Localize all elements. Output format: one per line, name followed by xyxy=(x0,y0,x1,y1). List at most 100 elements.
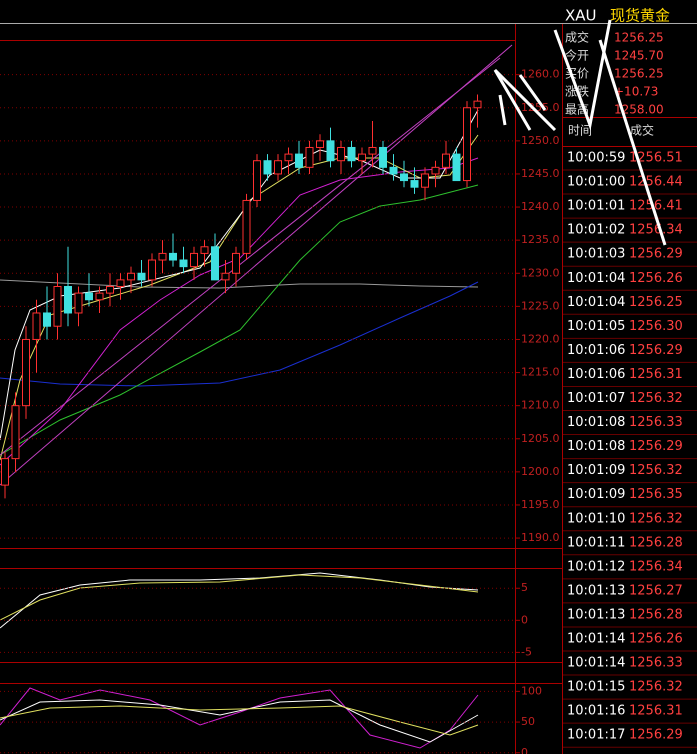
tick-time: 10:01:14 xyxy=(567,632,625,647)
candle-body xyxy=(431,166,440,175)
tick-time: 10:01:14 xyxy=(567,656,625,671)
candle-body xyxy=(473,100,482,109)
candle-body xyxy=(200,246,209,254)
tick-time: 10:01:04 xyxy=(567,271,625,286)
y-tick-label: 50 xyxy=(521,715,535,728)
candle-body xyxy=(253,160,261,201)
tick-price: 1256.26 xyxy=(629,632,683,647)
candle-body xyxy=(305,146,314,168)
candle-body xyxy=(106,286,114,294)
tick-time: 10:01:04 xyxy=(567,295,625,310)
candle-body xyxy=(85,292,93,301)
tick-price: 1256.34 xyxy=(629,559,683,574)
tick-price: 1256.29 xyxy=(629,439,683,454)
candle-body xyxy=(116,279,125,288)
candle-body xyxy=(95,292,104,301)
candle-body xyxy=(1,458,9,486)
tick-price: 1256.31 xyxy=(629,704,683,719)
candle-body xyxy=(127,272,135,281)
candle-body xyxy=(421,173,429,188)
tick-price: 1256.32 xyxy=(629,511,683,526)
candle-body xyxy=(442,153,450,168)
tick-time: 10:01:11 xyxy=(567,535,625,550)
y-tick-label: 1200.0 xyxy=(521,465,560,478)
candle-body xyxy=(158,252,167,261)
y-tick-label: 100 xyxy=(521,684,542,697)
tick-price: 1256.28 xyxy=(629,535,683,550)
candle-body xyxy=(190,252,198,268)
tick-price: 1256.51 xyxy=(629,151,683,166)
tick-price: 1256.26 xyxy=(629,271,683,286)
quote-value: +10.73 xyxy=(614,85,658,99)
candle-body xyxy=(11,405,20,460)
tick-time: 10:01:07 xyxy=(567,391,625,406)
y-tick-label: 1195.0 xyxy=(521,498,560,511)
candle-body xyxy=(389,166,398,175)
tick-time: 10:00:59 xyxy=(567,151,625,166)
tick-time: 10:01:17 xyxy=(567,728,625,743)
candle-body xyxy=(242,199,251,254)
candle-body xyxy=(169,252,177,261)
candle-body xyxy=(295,153,303,168)
tick-time: 10:01:12 xyxy=(567,559,625,574)
candle-body xyxy=(43,312,51,327)
tick-time: 10:01:15 xyxy=(567,680,625,695)
candle-body xyxy=(326,140,335,162)
tick-price: 1256.34 xyxy=(629,223,683,238)
tick-time: 10:01:05 xyxy=(567,319,625,334)
quote-value: 1256.25 xyxy=(614,67,664,81)
annotation-arrows xyxy=(493,19,667,246)
candle-body xyxy=(211,246,219,281)
ma-line xyxy=(0,281,479,387)
column-header: 成交 xyxy=(630,123,654,138)
y-tick-label: 1230.0 xyxy=(521,266,560,279)
tick-time: 10:01:16 xyxy=(567,704,625,719)
quote-value: 1245.70 xyxy=(614,49,664,63)
trend-line xyxy=(0,44,513,486)
candle-body xyxy=(263,160,272,175)
y-tick-label: 0 xyxy=(521,746,528,754)
tick-time: 10:01:09 xyxy=(567,487,625,502)
kdj-line xyxy=(0,687,479,749)
candle-body xyxy=(53,286,62,327)
ma-line xyxy=(0,279,479,289)
candle-body xyxy=(137,272,146,281)
symbol-name: 现货黄金 xyxy=(610,7,670,25)
tick-price: 1256.32 xyxy=(629,391,683,406)
y-tick-label: 1220.0 xyxy=(521,332,560,345)
tick-time: 10:01:08 xyxy=(567,439,625,454)
tick-time: 10:01:06 xyxy=(567,367,625,382)
candle-body xyxy=(64,286,72,314)
tick-price: 1256.41 xyxy=(629,199,683,214)
symbol: XAU xyxy=(565,7,597,25)
candle-body xyxy=(400,173,408,182)
tick-time: 10:01:00 xyxy=(567,175,625,190)
y-tick-label: 1260.0 xyxy=(521,68,560,81)
quote-label: 今开 xyxy=(565,48,589,63)
y-tick-label: 5 xyxy=(521,581,528,594)
y-tick-label: 1240.0 xyxy=(521,200,560,213)
candle-body xyxy=(368,146,377,155)
quote-value: 1258.00 xyxy=(614,103,664,117)
candle-body xyxy=(452,153,461,182)
tick-price: 1256.28 xyxy=(629,607,683,622)
candle-body xyxy=(379,146,387,168)
tick-price: 1256.29 xyxy=(629,728,683,743)
candle-body xyxy=(232,252,240,274)
tick-time: 10:01:13 xyxy=(567,583,625,598)
candle-body xyxy=(148,259,156,281)
y-tick-label: 1205.0 xyxy=(521,432,560,445)
candle-body xyxy=(358,153,366,162)
tick-time: 10:01:03 xyxy=(567,247,625,262)
tick-time: 10:01:02 xyxy=(567,223,625,238)
candle-body xyxy=(337,146,345,162)
tick-price: 1256.33 xyxy=(629,656,683,671)
tick-price: 1256.32 xyxy=(629,463,683,478)
candle-body xyxy=(74,292,83,314)
tick-price: 1256.29 xyxy=(629,343,683,358)
tick-time: 10:01:10 xyxy=(567,511,625,526)
candle-body xyxy=(463,107,471,182)
